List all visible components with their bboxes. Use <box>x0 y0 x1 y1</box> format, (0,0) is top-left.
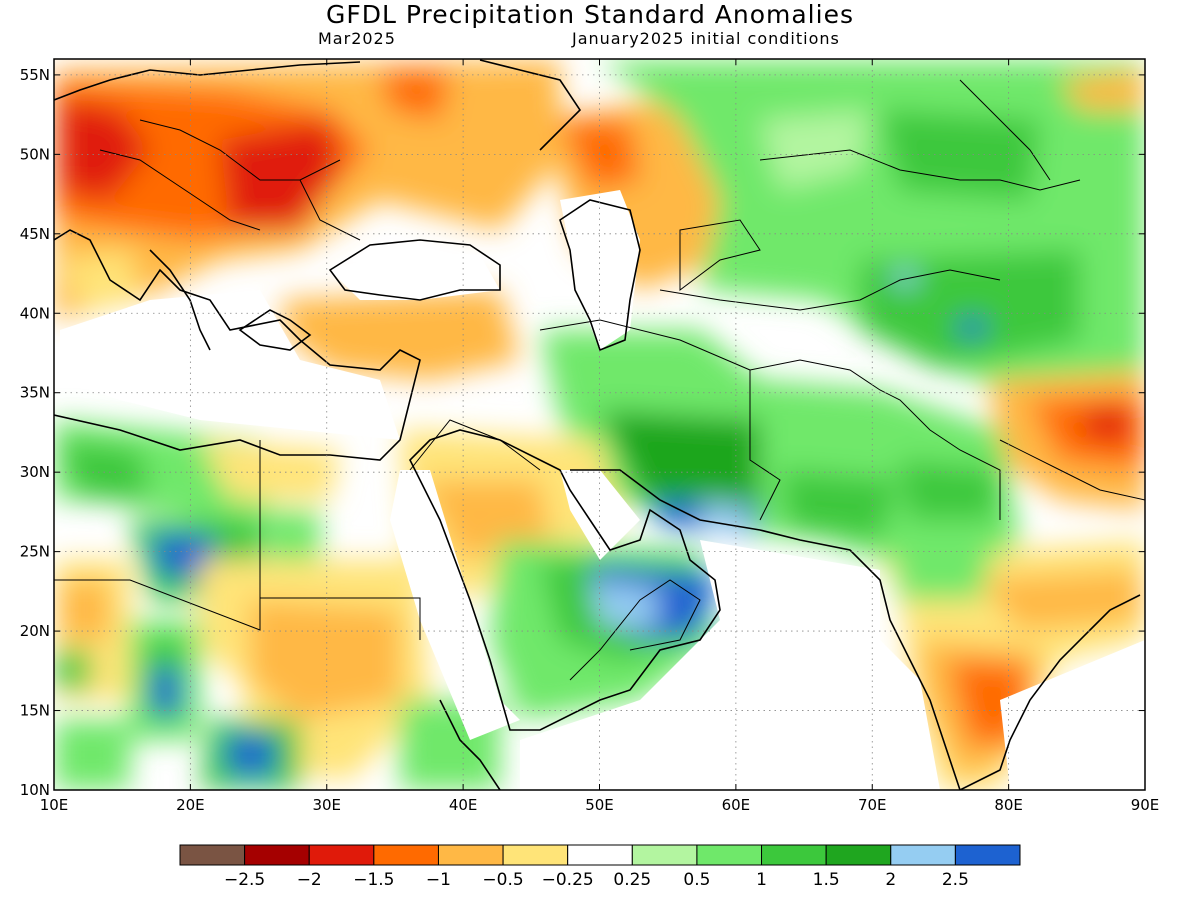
colorbar-label: 2.5 <box>942 870 969 890</box>
colorbar-label: −2.5 <box>224 870 265 890</box>
colorbar-swatch <box>308 844 375 866</box>
coastlines <box>54 59 1141 790</box>
colorbar-label: −1.5 <box>353 870 394 890</box>
lon-tick-label: 40E <box>449 796 478 814</box>
anomaly-shading <box>54 59 1145 790</box>
colorbar-swatch <box>631 844 698 866</box>
colorbar-label: 0.25 <box>613 870 651 890</box>
colorbar-swatch <box>825 844 892 866</box>
colorbar-swatch <box>244 844 310 866</box>
lat-tick-label: 50N <box>20 145 50 163</box>
forecast-month: Mar2025 <box>318 29 396 48</box>
map-title: GFDL Precipitation Standard Anomalies <box>326 0 854 29</box>
lon-tick-label: 80E <box>994 796 1023 814</box>
lat-tick-label: 30N <box>20 463 50 481</box>
axis-ticks: 10E 20E 30E 40E 50E 60E 70E 80E 90E 10N 15N 20N 25N 3… <box>20 59 1160 814</box>
colorbar-label: 0.5 <box>683 870 710 890</box>
lon-tick-label: 30E <box>312 796 341 814</box>
lat-tick-label: 10N <box>20 781 50 799</box>
lon-tick-label: 20E <box>176 796 205 814</box>
lat-tick-label: 45N <box>20 225 50 243</box>
lat-tick-label: 20N <box>20 622 50 640</box>
colorbar-label: −2 <box>297 870 322 890</box>
lat-tick-label: 35N <box>20 384 50 402</box>
colorbar-swatch <box>373 844 439 866</box>
lon-tick-label: 10E <box>40 796 69 814</box>
borders <box>54 79 1145 681</box>
lon-tick-label: 70E <box>858 796 887 814</box>
colorbar-label: −0.25 <box>542 870 594 890</box>
lon-tick-label: 50E <box>585 796 614 814</box>
lat-tick-label: 25N <box>20 543 50 561</box>
colorbar-label: −1 <box>426 870 451 890</box>
colorbar-label: 1.5 <box>813 870 840 890</box>
colorbar-swatch <box>761 844 827 866</box>
initial-conditions: January2025 initial conditions <box>572 29 840 48</box>
colorbar-swatch <box>179 844 246 866</box>
colorbar-swatch <box>502 844 569 866</box>
lon-tick-label: 90E <box>1131 796 1160 814</box>
colorbar-swatch <box>890 844 956 866</box>
lat-tick-label: 55N <box>20 66 50 84</box>
lat-tick-label: 15N <box>20 702 50 720</box>
lat-tick-label: 40N <box>20 304 50 322</box>
colorbar-label: −0.5 <box>482 870 523 890</box>
colorbar-label: 2 <box>885 870 896 890</box>
colorbar: −2.5 −2 −1.5 −1 −0.5 −0.25 0.25 0.5 1 1.5 2 2.5 <box>179 844 1021 890</box>
colorbar-label: 1 <box>756 870 767 890</box>
colorbar-swatch <box>696 844 763 866</box>
colorbar-swatch <box>567 844 633 866</box>
gridlines <box>54 59 1145 790</box>
lon-tick-label: 60E <box>722 796 751 814</box>
colorbar-swatch <box>437 844 504 866</box>
colorbar-swatch <box>954 844 1021 866</box>
